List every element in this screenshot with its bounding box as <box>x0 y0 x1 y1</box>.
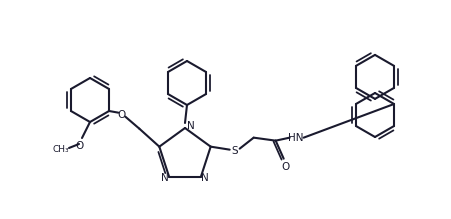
Text: N: N <box>201 173 209 183</box>
Text: N: N <box>161 173 169 183</box>
Text: O: O <box>75 141 83 151</box>
Text: S: S <box>231 146 238 156</box>
Text: CH₃: CH₃ <box>53 145 69 154</box>
Text: HN: HN <box>288 133 304 143</box>
Text: O: O <box>117 110 125 120</box>
Text: N: N <box>187 121 195 131</box>
Text: O: O <box>281 162 290 172</box>
